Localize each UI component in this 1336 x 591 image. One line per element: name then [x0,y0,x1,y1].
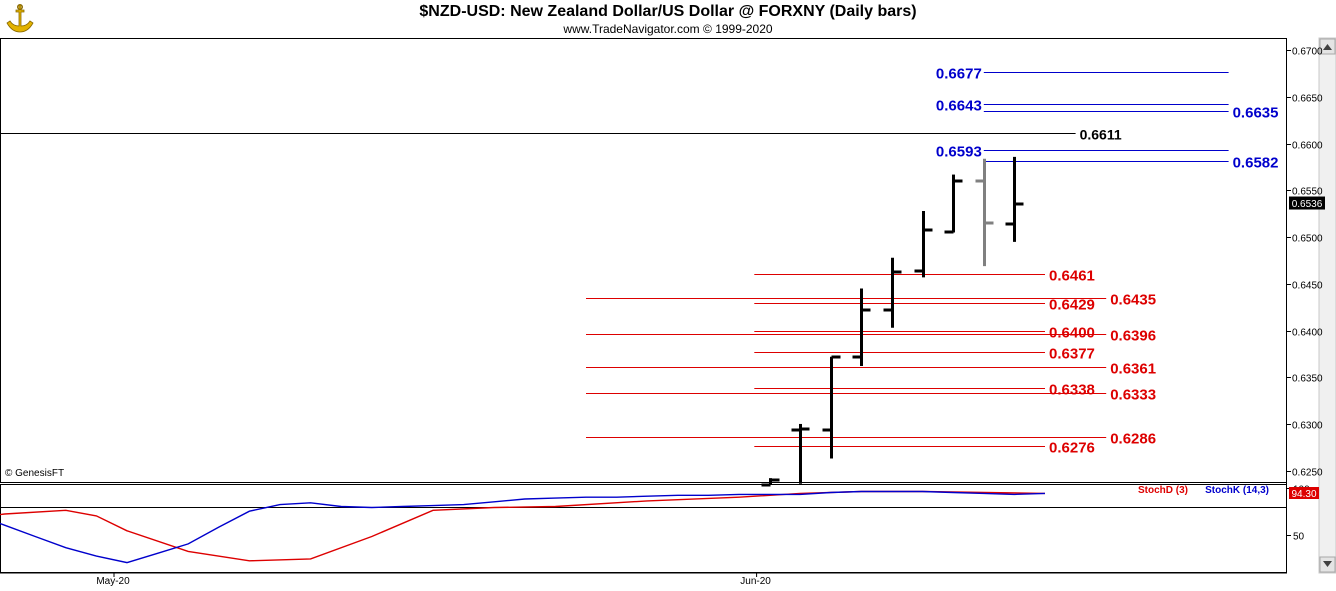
price-axis-label: 0.6550 [1292,187,1323,198]
x-axis-label: May-20 [96,576,130,587]
price-panel-frame [0,38,1287,483]
level-label-0-6276: 0.6276 [1049,440,1095,457]
ohlc-bar [1005,156,1024,242]
level-label-0-6611: 0.6611 [1080,127,1122,143]
ohlc-bar [822,355,841,459]
legend-stochd: StochD (3) [1138,485,1188,496]
ohlc-bar [761,478,780,487]
stochastic-axis-label: 50 [1293,532,1305,543]
stochastic-value-label: 94.30 [1291,489,1316,500]
price-axis-label: 0.6400 [1292,328,1323,339]
stochk-series-line [0,490,1046,564]
level-label-0-6435: 0.6435 [1110,292,1156,309]
stochd-series-line [0,490,1046,562]
x-axis-label: Jun-20 [740,576,771,587]
copyright-text: © GenesisFT [5,468,65,479]
stochastic-panel-frame [0,484,1287,573]
chart-header: $NZD-USD: New Zealand Dollar/US Dollar @… [0,0,1336,40]
price-axis-label: 0.6600 [1292,141,1323,152]
vertical-scrollbar[interactable] [1318,37,1336,574]
price-axis-label: 0.6300 [1292,421,1323,432]
stochastic-value-tag [1289,487,1319,499]
level-label-0-6593: 0.6593 [936,144,982,161]
ohlc-bar [791,423,810,484]
level-label-0-6286: 0.6286 [1110,431,1156,448]
level-label-0-6361: 0.6361 [1110,361,1156,378]
scroll-down-arrow-icon [1323,561,1332,567]
chart-title: $NZD-USD: New Zealand Dollar/US Dollar @… [419,3,917,20]
last-price-tag [1289,196,1325,210]
price-axis-label: 0.6650 [1292,94,1323,105]
level-label-0-6377: 0.6377 [1049,346,1095,363]
price-axis-label: 0.6500 [1292,234,1323,245]
level-label-0-6461: 0.6461 [1049,268,1095,285]
ohlc-bar [975,158,994,267]
price-axis-label: 0.6350 [1292,374,1323,385]
level-label-0-6677: 0.6677 [936,66,982,83]
level-label-0-6643: 0.6643 [936,98,982,115]
last-price-label: 0.6536 [1292,199,1323,210]
scroll-up-arrow-icon [1323,44,1332,50]
ohlc-bar [914,210,933,278]
level-label-0-6429: 0.6429 [1049,297,1095,314]
price-axis-label: 0.6700 [1292,47,1323,58]
ohlc-bar [883,257,902,328]
price-axis-label: 0.6250 [1292,468,1323,479]
ohlc-bar [944,174,963,234]
level-label-0-6333: 0.6333 [1110,387,1156,404]
level-label-0-6400: 0.6400 [1049,325,1095,342]
level-label-0-6635: 0.6635 [1233,105,1279,122]
tradenavigator-logo-icon [6,3,34,33]
level-label-0-6396: 0.6396 [1110,328,1156,345]
level-label-0-6338: 0.6338 [1049,382,1095,399]
chart-subtitle: www.TradeNavigator.com © 1999-2020 [563,22,773,36]
price-axis-label: 0.6450 [1292,281,1323,292]
level-label-0-6582: 0.6582 [1233,155,1279,172]
legend-stochk: StochK (14,3) [1205,485,1269,496]
ohlc-bar [852,288,871,367]
